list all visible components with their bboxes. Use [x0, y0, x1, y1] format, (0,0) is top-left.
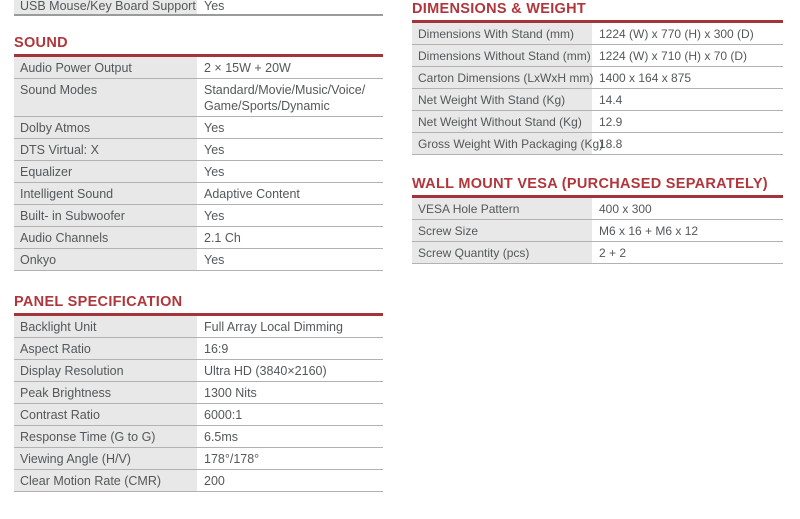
spec-value: 1300 Nits: [204, 386, 257, 400]
spec-label: Backlight Unit: [14, 316, 197, 337]
section-title-underline: [14, 313, 383, 316]
spec-value: M6 x 16 + M6 x 12: [599, 224, 699, 238]
spec-row: Screw Quantity (pcs) 2 + 2: [412, 242, 783, 264]
spec-row: Gross Weight With Packaging (Kg) 18.8: [412, 133, 783, 155]
spec-value: Yes: [204, 209, 225, 223]
spec-value: 2 × 15W + 20W: [204, 61, 291, 75]
spec-label: Audio Power Output: [14, 57, 197, 78]
spec-row: Net Weight Without Stand (Kg) 12.9: [412, 111, 783, 133]
spec-table: Audio Power Output 2 × 15W + 20W Sound Mod…: [14, 57, 383, 271]
left-column: USB Mouse/Key Board Support Yes SOUND Aud…: [14, 0, 383, 492]
spec-label: Intelligent Sound: [14, 183, 197, 204]
spec-table: Dimensions With Stand (mm) 1224 (W) x 770…: [412, 23, 783, 155]
spec-label: Display Resolution: [14, 360, 197, 381]
spec-label: Viewing Angle (H/V): [14, 448, 197, 469]
spec-row: Peak Brightness 1300 Nits: [14, 382, 383, 404]
spec-label: Contrast Ratio: [14, 404, 197, 425]
section-panel-specification: PANEL SPECIFICATION Backlight Unit Full Ar…: [14, 295, 383, 492]
spec-value: Yes: [204, 143, 225, 157]
spec-value: 2.1 Ch: [204, 231, 241, 245]
spec-label: Equalizer: [14, 161, 197, 182]
spec-value: Yes: [204, 253, 225, 267]
spec-row: Net Weight With Stand (Kg) 14.4: [412, 89, 783, 111]
spec-label: Onkyo: [14, 249, 197, 270]
spec-label: Sound Modes: [14, 79, 197, 116]
spec-value: 18.8: [599, 137, 623, 151]
spec-value: 16:9: [204, 342, 229, 356]
spec-row: Sound Modes Standard/Movie/Music/Voice/ G…: [14, 79, 383, 117]
spec-value: 1224 (W) x 710 (H) x 70 (D): [599, 49, 748, 63]
spec-value: 14.4: [599, 93, 623, 107]
spec-label: USB Mouse/Key Board Support: [14, 0, 197, 14]
spec-label: Aspect Ratio: [14, 338, 197, 359]
spec-row: Equalizer Yes: [14, 161, 383, 183]
spec-value: 200: [204, 474, 225, 488]
spec-label: Audio Channels: [14, 227, 197, 248]
spec-label: DTS Virtual: X: [14, 139, 197, 160]
spec-label: Peak Brightness: [14, 382, 197, 403]
spec-value: 2 + 2: [599, 246, 627, 260]
spec-row: Screw Size M6 x 16 + M6 x 12: [412, 220, 783, 242]
spec-label: Gross Weight With Packaging (Kg): [412, 133, 603, 154]
spec-label: Built- in Subwoofer: [14, 205, 197, 226]
spec-label: Screw Size: [412, 220, 592, 241]
section-title: DIMENSIONS & WEIGHT: [412, 1, 587, 17]
spec-value: 6000:1: [204, 408, 243, 422]
spec-row: Aspect Ratio 16:9: [14, 338, 383, 360]
section-title-underline: [412, 20, 783, 23]
spec-row: VESA Hole Pattern 400 x 300: [412, 198, 783, 220]
section-title-underline: [14, 54, 383, 57]
spec-label: Net Weight Without Stand (Kg): [412, 111, 592, 132]
spec-label: Net Weight With Stand (Kg): [412, 89, 592, 110]
spec-row: Response Time (G to G) 6.5ms: [14, 426, 383, 448]
spec-row: Dimensions Without Stand (mm) 1224 (W) x …: [412, 45, 783, 67]
spec-row: Intelligent Sound Adaptive Content: [14, 183, 383, 205]
section-sound: SOUND Audio Power Output 2 × 15W + 20W Soun…: [14, 36, 383, 271]
spec-value: Adaptive Content: [204, 187, 300, 201]
spec-value: Yes: [204, 0, 225, 13]
spec-value: 6.5ms: [204, 430, 239, 444]
spec-value: 12.9: [599, 115, 623, 129]
spec-row: Display Resolution Ultra HD (3840×2160): [14, 360, 383, 382]
section-title: WALL MOUNT VESA (PURCHASED SEPARATELY): [412, 176, 768, 192]
spec-value: Yes: [204, 121, 225, 135]
spec-label: Dimensions Without Stand (mm): [412, 45, 592, 66]
spec-row: Viewing Angle (H/V) 178°/178°: [14, 448, 383, 470]
section-title: PANEL SPECIFICATION: [14, 294, 183, 310]
section-title-underline: [412, 195, 783, 198]
spec-row: Dolby Atmos Yes: [14, 117, 383, 139]
spec-row: Audio Power Output 2 × 15W + 20W: [14, 57, 383, 79]
spec-label: Carton Dimensions (LxWxH mm): [412, 67, 593, 88]
spec-value: Full Array Local Dimming: [204, 320, 343, 334]
spec-label: VESA Hole Pattern: [412, 198, 592, 219]
spec-row: Clear Motion Rate (CMR) 200: [14, 470, 383, 492]
spec-row: Built- in Subwoofer Yes: [14, 205, 383, 227]
spec-row: Contrast Ratio 6000:1: [14, 404, 383, 426]
right-column: DIMENSIONS & WEIGHT Dimensions With Stand…: [412, 0, 783, 264]
spec-label: Screw Quantity (pcs): [412, 242, 592, 263]
spec-row: Audio Channels 2.1 Ch: [14, 227, 383, 249]
spec-label: Dolby Atmos: [14, 117, 197, 138]
spec-row: Carton Dimensions (LxWxH mm) 1400 x 164 x…: [412, 67, 783, 89]
spec-row: Backlight Unit Full Array Local Dimming: [14, 316, 383, 338]
spec-table: VESA Hole Pattern 400 x 300 Screw Size M6 x…: [412, 198, 783, 264]
spec-value: Ultra HD (3840×2160): [204, 364, 327, 378]
spec-table: Backlight Unit Full Array Local Dimming As…: [14, 316, 383, 492]
spec-row: Dimensions With Stand (mm) 1224 (W) x 770…: [412, 23, 783, 45]
section-wall-mount-vesa-purchased-separately: WALL MOUNT VESA (PURCHASED SEPARATELY) VE…: [412, 177, 783, 264]
spec-row: USB Mouse/Key Board Support Yes: [14, 0, 383, 16]
spec-row: Onkyo Yes: [14, 249, 383, 271]
spec-value: 178°/178°: [204, 452, 260, 466]
spec-label: Response Time (G to G): [14, 426, 197, 447]
spec-label: Dimensions With Stand (mm): [412, 23, 592, 44]
spec-value: 400 x 300: [599, 202, 652, 216]
section-dimensions-weight: DIMENSIONS & WEIGHT Dimensions With Stand…: [412, 2, 783, 155]
spec-value: 1400 x 164 x 875: [599, 71, 692, 85]
spec-value: Yes: [204, 165, 225, 179]
spec-value: Standard/Movie/Music/Voice/ Game/Sports/…: [204, 83, 366, 113]
spec-value: 1224 (W) x 770 (H) x 300 (D): [599, 27, 754, 41]
section-title: SOUND: [14, 35, 68, 51]
spec-row: DTS Virtual: X Yes: [14, 139, 383, 161]
spec-label: Clear Motion Rate (CMR): [14, 470, 197, 491]
